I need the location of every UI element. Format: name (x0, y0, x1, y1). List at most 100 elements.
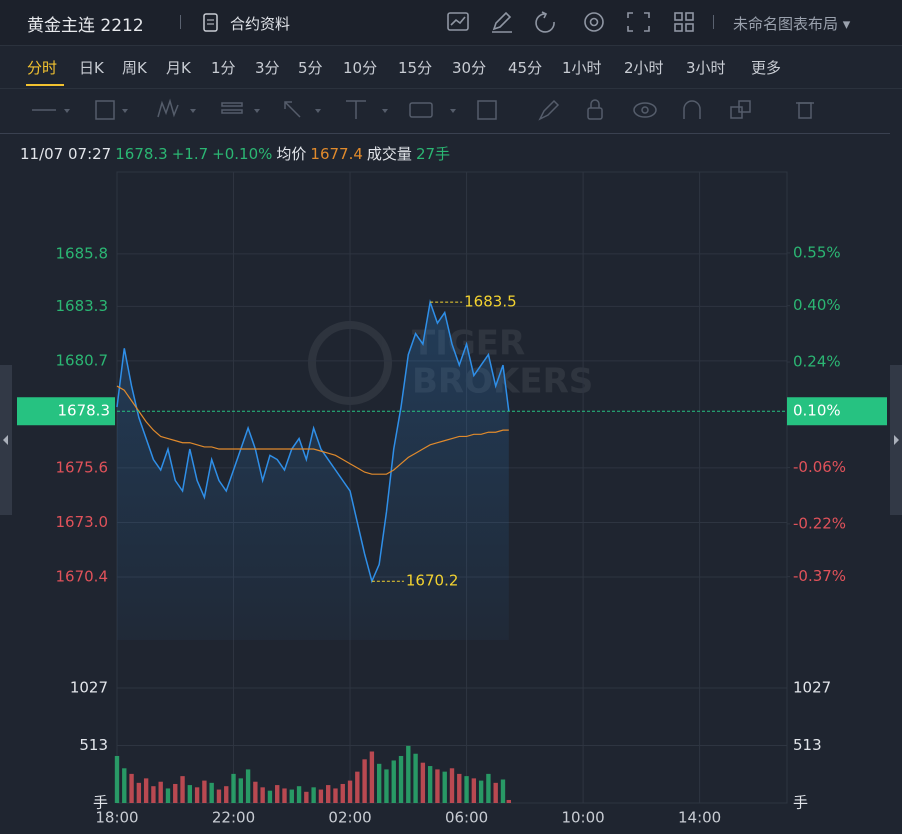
period-tab[interactable]: 5分 (298, 59, 323, 77)
volume-bar (449, 768, 455, 803)
period-tab[interactable]: 3分 (255, 59, 280, 77)
x-tick-label: 06:00 (445, 809, 488, 827)
volume-bar (224, 786, 229, 803)
quote-pct: +0.10% (212, 145, 273, 163)
volume-bar (427, 766, 433, 803)
layout-icon[interactable] (674, 12, 694, 32)
volume-bar (506, 799, 511, 803)
volume-bar (369, 751, 375, 803)
volume-bar (304, 791, 309, 803)
annotation-label: 1683.5 (464, 293, 517, 311)
volume-bar (464, 776, 469, 803)
volume-bar (267, 790, 273, 803)
volume-bar (114, 755, 120, 803)
volume-bar (202, 780, 207, 803)
volume-bar (180, 776, 185, 803)
volume-bar (158, 781, 163, 803)
y2-tick-label: 0.24% (793, 353, 841, 371)
y-tick-label: 1673.0 (56, 513, 109, 531)
price-area (117, 302, 509, 640)
period-tab[interactable]: 1小时 (562, 59, 602, 77)
volume-bar (355, 771, 360, 803)
vol-tick-label: 513 (793, 736, 822, 754)
separator (713, 15, 714, 29)
separator (180, 15, 181, 29)
volume-bar (194, 787, 200, 803)
volume-bar (282, 788, 287, 803)
contract-info[interactable]: 合约资料 (230, 15, 291, 33)
volume-bar (173, 783, 178, 803)
indicator-icon[interactable] (447, 12, 469, 31)
period-tab[interactable]: 1分 (211, 59, 236, 77)
volume-bar (442, 771, 447, 803)
settings-icon[interactable] (584, 12, 604, 32)
header-icons (447, 11, 694, 33)
volume-bar (391, 760, 396, 803)
y-tick-label: 1675.6 (56, 458, 109, 476)
period-tab[interactable]: 月K (166, 59, 191, 77)
drawing-toolbar (0, 98, 890, 134)
volume-bar (165, 788, 171, 803)
period-tab[interactable]: 45分 (508, 59, 543, 77)
volume-bar (493, 782, 498, 803)
volume-bar (187, 785, 193, 803)
period-tab[interactable]: 10分 (343, 59, 378, 77)
quote-price: 1678.3 (115, 145, 168, 163)
volume-bar (413, 753, 418, 803)
period-tab[interactable]: 3小时 (686, 59, 726, 77)
period-tab[interactable]: 30分 (452, 59, 487, 77)
edit-icon[interactable] (492, 11, 512, 33)
volume-bar (311, 787, 316, 803)
x-tick-label: 14:00 (678, 809, 721, 827)
y-tick-label: 1683.3 (56, 297, 109, 315)
volume-bar (143, 778, 149, 803)
volume-bar (471, 778, 477, 803)
collapse-arrow (3, 435, 8, 445)
fullscreen-icon[interactable] (627, 12, 650, 32)
volume-bar (347, 780, 353, 803)
period-tab[interactable]: 更多 (751, 59, 782, 77)
symbol-title: 黄金主连 2212 (27, 16, 144, 36)
annotation-label: 1670.2 (406, 572, 459, 590)
x-tick-label: 18:00 (95, 809, 138, 827)
y2-tick-label: -0.06% (793, 458, 846, 476)
period-tab[interactable]: 日K (79, 59, 104, 77)
volume-bar (478, 780, 484, 803)
refresh-icon[interactable] (535, 11, 555, 33)
volume-bar (296, 786, 302, 803)
layout-select[interactable]: 未命名图表布局 ▾ (733, 15, 851, 33)
volume-bar (333, 788, 338, 803)
y-tick-label: 1670.4 (56, 568, 109, 586)
header: 黄金主连 2212 合约资料 未命名图表布局 ▾ (0, 0, 902, 46)
period-tab[interactable]: 15分 (398, 59, 433, 77)
volume-bar (420, 762, 426, 803)
volume-bar (129, 773, 134, 803)
period-tab[interactable]: 2小时 (624, 59, 664, 77)
y2-tick-label: 0.40% (793, 296, 841, 314)
vol-value: 27手 (415, 145, 451, 163)
last-price-label: 1678.3 (58, 402, 111, 420)
avg-value: 1677.4 (310, 145, 363, 163)
volume-bar (122, 768, 127, 803)
volume-bar (406, 745, 411, 803)
vol-tick-label: 手 (793, 794, 808, 812)
x-tick-label: 22:00 (212, 809, 255, 827)
volume-bar (435, 769, 440, 803)
last-pct-label: 0.10% (793, 402, 841, 420)
volume-bar (500, 779, 506, 803)
volume-bar (289, 789, 294, 803)
period-tab[interactable]: 周K (122, 59, 147, 77)
doc-icon[interactable] (202, 13, 220, 33)
y-tick-label: 1680.7 (56, 351, 109, 369)
period-bar: 分时 日K 周K 月K 1分 3分 5分 10分 15分 30分 45分 1小时 2小时 3小时 更多 (0, 45, 902, 89)
quote-change: +1.7 (171, 145, 209, 163)
volume-bar (486, 773, 491, 803)
volume-bar (376, 763, 382, 803)
period-tab[interactable]: 分时 (27, 59, 58, 77)
quote-time: 11/07 07:27 (20, 145, 112, 163)
y2-tick-label: -0.22% (793, 514, 846, 532)
volume-bar (362, 759, 367, 803)
vol-tick-label: 1027 (793, 679, 831, 697)
volume-bar (253, 781, 258, 803)
volume-bar (245, 769, 251, 803)
